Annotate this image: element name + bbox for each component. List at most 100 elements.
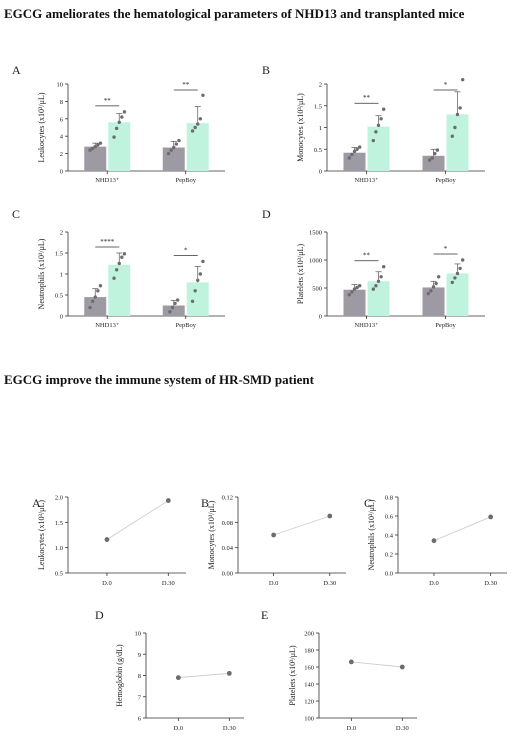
data-point bbox=[379, 275, 383, 279]
significance-label: ** bbox=[363, 252, 371, 260]
data-point bbox=[350, 290, 354, 294]
panel-patient-c: C 0.0 0.2 0.4 0.6 0.8 Neutrophils (x10³/μL) D.0… bbox=[364, 495, 507, 587]
panel-letter: A bbox=[32, 496, 41, 510]
data-point bbox=[93, 295, 97, 299]
data-point bbox=[371, 138, 375, 143]
y-axis-label: Monocytes (x10³/μL) bbox=[207, 500, 216, 569]
y-axis-label: Hemoglobin (g/dL) bbox=[115, 644, 124, 707]
x-tick-label: D.0 bbox=[429, 580, 439, 587]
y-tick-label: 0 bbox=[319, 169, 322, 176]
data-point bbox=[431, 285, 436, 289]
y-tick-label: 0.04 bbox=[222, 545, 234, 552]
data-point bbox=[98, 141, 103, 145]
y-axis-label: Neutrophils (x10³/μL) bbox=[37, 238, 46, 309]
data-point bbox=[352, 149, 357, 154]
x-tick-label: D.30 bbox=[323, 580, 336, 587]
panel-patient-b: B 0.00 0.04 0.08 0.12 Monocytes (x10³/μL) D.0 D… bbox=[201, 495, 346, 587]
bar-egcg bbox=[446, 273, 469, 316]
bar-egcg bbox=[108, 122, 131, 171]
data-point bbox=[376, 123, 381, 128]
significance-label: ** bbox=[104, 97, 112, 105]
data-point bbox=[193, 125, 197, 130]
data-point bbox=[437, 275, 441, 279]
data-point bbox=[169, 148, 173, 152]
panel-patient-d: D 6 7 8 9 10 Hemoglobin (g/dL) D.0 D.30 bbox=[95, 608, 244, 732]
y-axis-label: Neutrophils (x10³/μL) bbox=[367, 499, 376, 570]
data-point bbox=[455, 271, 460, 276]
x-tick-label: NHD13⁺ bbox=[95, 177, 119, 184]
significance-label: * bbox=[444, 81, 448, 89]
data-point bbox=[355, 285, 359, 290]
data-point bbox=[379, 117, 383, 121]
bar-control bbox=[162, 147, 185, 171]
y-tick-label: 160 bbox=[304, 665, 314, 672]
panel-letter: E bbox=[261, 608, 268, 622]
y-tick-label: 200 bbox=[304, 631, 314, 638]
data-point bbox=[374, 130, 378, 134]
y-tick-label: 120 bbox=[304, 699, 314, 706]
x-tick-label: D.30 bbox=[162, 580, 175, 587]
data-point bbox=[348, 659, 354, 665]
y-tick-label: 0.5 bbox=[55, 293, 63, 300]
panel-letter: B bbox=[262, 63, 270, 77]
data-point bbox=[114, 268, 119, 272]
data-point bbox=[120, 255, 124, 259]
data-point bbox=[435, 148, 440, 152]
series-line bbox=[351, 661, 403, 668]
panel-letter: C bbox=[364, 496, 372, 510]
data-point bbox=[96, 143, 100, 147]
bar-egcg bbox=[446, 114, 469, 171]
panel-letter: D bbox=[262, 207, 271, 221]
x-tick-label: PepBoy bbox=[435, 322, 456, 329]
y-tick-label: 8 bbox=[60, 99, 63, 106]
x-tick-label: PepBoy bbox=[175, 177, 196, 184]
y-tick-label: 0.08 bbox=[222, 520, 233, 527]
data-point bbox=[114, 126, 119, 131]
data-point bbox=[190, 299, 195, 303]
y-tick-label: 0.4 bbox=[385, 533, 394, 540]
x-tick-label: D.0 bbox=[269, 580, 279, 587]
x-tick-label: D.30 bbox=[396, 725, 409, 732]
panel-letter: B bbox=[201, 496, 209, 510]
significance-label: * bbox=[184, 246, 188, 254]
data-point bbox=[177, 138, 181, 143]
data-point bbox=[175, 298, 180, 302]
y-tick-label: 500 bbox=[312, 286, 322, 293]
y-tick-label: 0 bbox=[60, 314, 63, 321]
bar-control bbox=[84, 297, 107, 316]
data-point bbox=[374, 284, 378, 288]
bar-control bbox=[162, 305, 185, 316]
data-point bbox=[90, 146, 95, 151]
panel-patient-a: A 0.5 1.0 1.5 2.0 Leukocytes (x10³/μL) D.0 D.30 bbox=[32, 495, 186, 587]
data-point bbox=[371, 287, 375, 291]
y-tick-label: 0 bbox=[319, 314, 322, 321]
y-tick-label: 10 bbox=[135, 631, 142, 638]
data-point bbox=[382, 265, 386, 269]
x-tick-label: NHD13⁺ bbox=[95, 322, 119, 329]
significance-label: ** bbox=[363, 94, 371, 102]
panel-letter: A bbox=[12, 63, 21, 77]
y-tick-label: 0.2 bbox=[385, 552, 393, 559]
data-point bbox=[172, 145, 176, 150]
data-point bbox=[112, 276, 116, 280]
x-tick-label: D.0 bbox=[174, 725, 184, 732]
data-point bbox=[88, 148, 92, 152]
data-point bbox=[352, 287, 357, 291]
data-point bbox=[174, 142, 179, 146]
panel-letter: C bbox=[12, 207, 20, 221]
panel-mouse-b: B 0 0.5 1 1.5 2 Monocytes (x10³/μL) NHD13⁺ ** Pep… bbox=[262, 63, 485, 184]
data-point bbox=[327, 513, 333, 519]
data-point bbox=[461, 258, 465, 262]
data-point bbox=[450, 280, 454, 285]
data-point bbox=[355, 147, 359, 151]
y-tick-label: 10 bbox=[57, 82, 64, 89]
x-tick-label: NHD13⁺ bbox=[354, 177, 378, 184]
data-point bbox=[426, 291, 430, 296]
bar-control bbox=[422, 287, 445, 316]
series-line bbox=[273, 515, 330, 536]
data-point bbox=[168, 310, 172, 314]
data-point bbox=[117, 261, 121, 266]
data-point bbox=[165, 498, 171, 503]
